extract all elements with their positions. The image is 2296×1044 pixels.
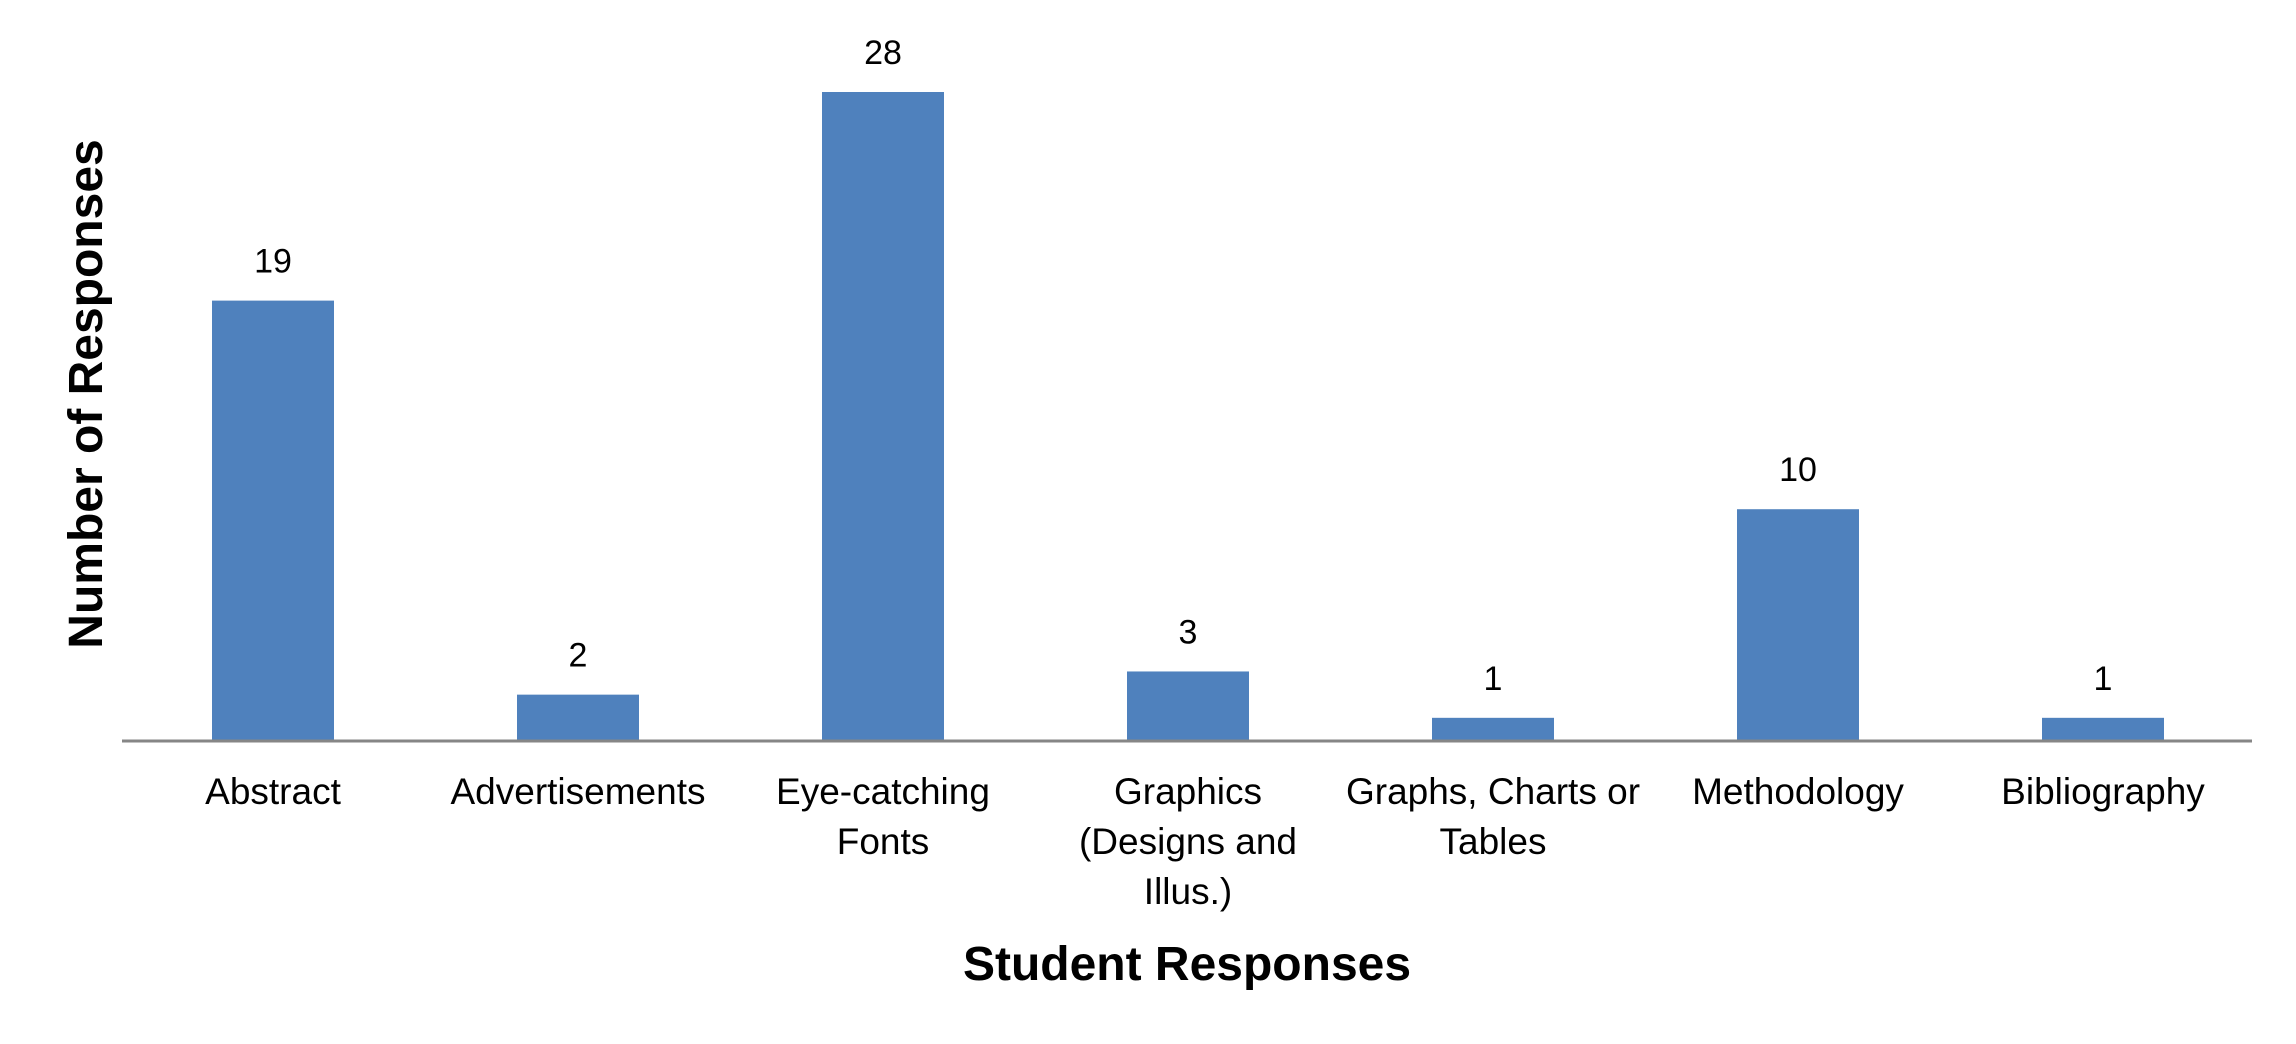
category-label-line: Abstract (205, 771, 341, 812)
category-label-line: Graphics (1114, 771, 1262, 812)
bar-value-label: 1 (2094, 660, 2113, 698)
category-label-line: Advertisements (451, 771, 706, 812)
bar-5 (1737, 509, 1859, 741)
bar-value-label: 10 (1779, 451, 1817, 489)
category-label-line: Fonts (837, 821, 930, 862)
bar-value-label: 28 (864, 34, 902, 72)
bar-value-label: 1 (1484, 660, 1503, 698)
category-label: Methodology (1692, 771, 1904, 812)
category-label-line: Tables (1440, 821, 1547, 862)
category-label-line: Graphs, Charts or (1346, 771, 1640, 812)
category-label: Graphics (Designs and Illus.) (1079, 771, 1297, 912)
bar-value-label: 3 (1179, 613, 1198, 651)
category-label-line: Eye-catching (776, 771, 990, 812)
bar-0 (212, 300, 334, 741)
category-label: Abstract (205, 771, 341, 812)
category-label-line: Methodology (1692, 771, 1904, 812)
bar-value-label: 2 (569, 637, 588, 675)
bar-2 (822, 92, 944, 741)
bar-4 (1432, 717, 1554, 741)
bar-value-label: 19 (254, 243, 292, 281)
category-label-line: Illus.) (1144, 871, 1232, 912)
bar-6 (2042, 717, 2164, 741)
y-axis-title: Number of Responses (60, 139, 113, 648)
x-axis-title: Student Responses (963, 938, 1411, 991)
category-label: Graphs, Charts or Tables (1346, 771, 1640, 862)
category-label-line: Bibliography (2001, 771, 2205, 812)
bar-3 (1127, 671, 1249, 741)
value-labels-layer: 19 2 28 3 1 10 1 (254, 34, 2112, 698)
bar-1 (517, 694, 639, 741)
category-label: Advertisements (451, 771, 706, 812)
category-labels-layer: Abstract Advertisements Eye-catching Fonts G… (205, 771, 2205, 912)
category-label-line: (Designs and (1079, 821, 1297, 862)
bars-layer (212, 92, 2164, 741)
category-label: Eye-catching Fonts (776, 771, 990, 862)
category-label: Bibliography (2001, 771, 2205, 812)
